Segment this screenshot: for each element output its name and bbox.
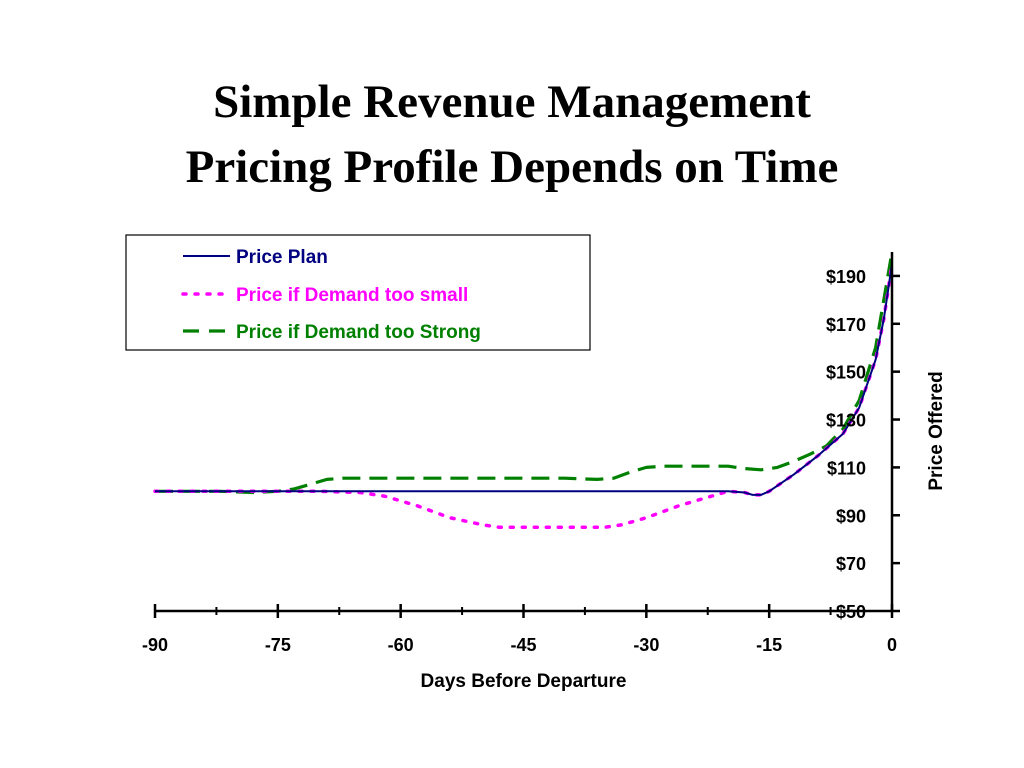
- x-tick-label: -60: [388, 635, 414, 655]
- x-tick-label: -75: [265, 635, 291, 655]
- y-tick-label: $50: [836, 602, 866, 622]
- y-tick-label: $70: [836, 554, 866, 574]
- legend-box: [125, 234, 591, 351]
- legend: Price Plan Price if Demand too small Pri…: [125, 234, 591, 351]
- y-tick-label: $130: [826, 411, 866, 431]
- x-tick-label: -90: [142, 635, 168, 655]
- series-lines: [153, 251, 894, 529]
- x-tick-label: -15: [756, 635, 782, 655]
- y-tick-label: $190: [826, 267, 866, 287]
- y-tick-label: $90: [836, 506, 866, 526]
- x-tick-label: -30: [633, 635, 659, 655]
- legend-entry-demand-too-strong: Price if Demand too Strong: [236, 322, 481, 343]
- series-line-demand-too-strong: [155, 251, 894, 495]
- y-tick-label: $110: [827, 458, 866, 478]
- title-line-2: Pricing Profile Depends on Time: [185, 141, 839, 193]
- series-line-price-plan: [155, 263, 893, 496]
- axis-ticks: -90 -75 -60 -45 -30 -15 0 $50 $70 $90 $110 $130 $150…: [142, 267, 900, 655]
- x-tick-label: -45: [510, 635, 536, 655]
- x-tick-label: 0: [887, 635, 897, 655]
- y-tick-label: $170: [826, 315, 866, 335]
- title-line-1: Simple Revenue Management: [213, 76, 811, 128]
- legend-entry-price-plan: Price Plan: [236, 247, 328, 268]
- legend-entry-demand-too-small: Price if Demand too small: [236, 285, 468, 306]
- y-axis-label: Price Offered: [926, 371, 947, 490]
- slide-title: Simple Revenue Management Pricing Profil…: [0, 70, 1024, 200]
- y-tick-label: $150: [826, 363, 866, 383]
- x-axis-label: Days Before Departure: [421, 671, 627, 692]
